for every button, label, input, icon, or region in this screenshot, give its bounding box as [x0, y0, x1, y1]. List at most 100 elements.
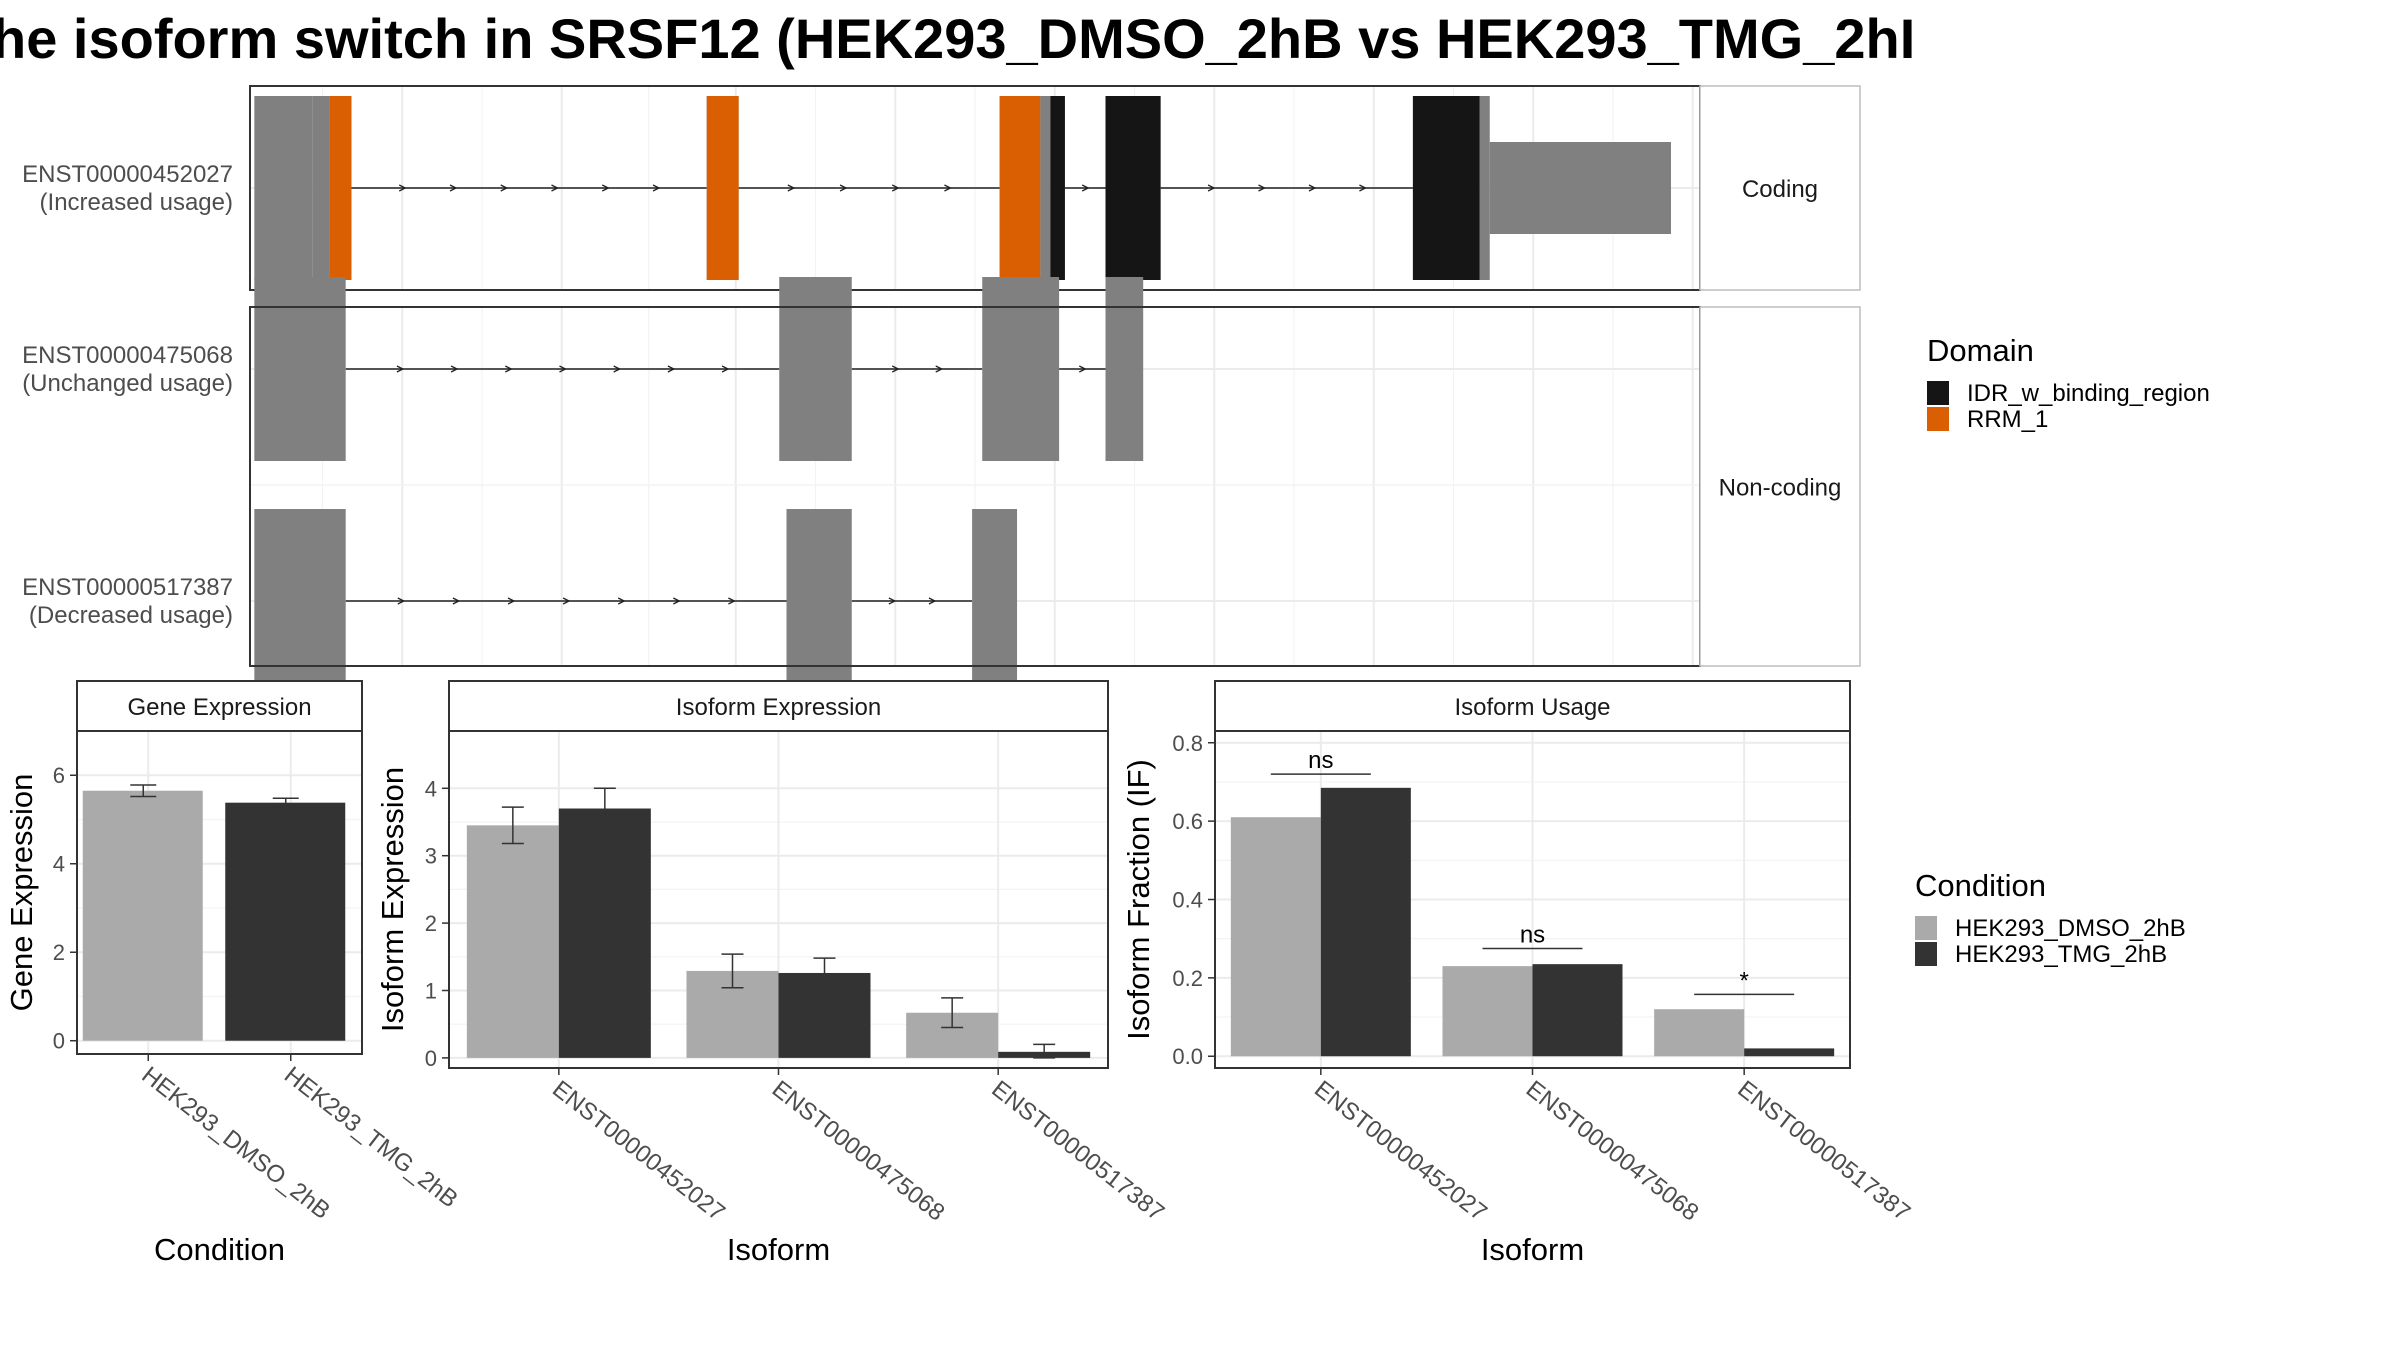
x-axis-label: Isoform	[1481, 1232, 1584, 1267]
exon	[786, 509, 852, 693]
intron-arrow-icon	[601, 184, 610, 192]
error-bar	[1033, 1043, 1056, 1059]
structure-panel-1: ENST00000475068(Unchanged usage) ENST0000…	[22, 277, 1861, 693]
transcript-id-label: ENST00000475068	[22, 342, 233, 369]
x-tick-label: ENST00000452027	[1309, 1075, 1492, 1226]
panel-strip-label: Coding	[1742, 176, 1818, 203]
structure-panel-0: ENST00000452027(Increased usage) Coding	[22, 85, 1861, 291]
bar	[225, 802, 346, 1041]
y-tick-label: 0.0	[1172, 1044, 1203, 1069]
domain-IDR_w_binding_region	[1412, 96, 1480, 280]
intron-arrow-icon	[398, 184, 407, 192]
x-tick-label: ENST00000475068	[767, 1075, 950, 1226]
error-bar	[721, 953, 744, 989]
exon	[254, 277, 346, 461]
chart-title: Gene Expression	[127, 694, 311, 721]
x-tick-label: ENST00000517387	[1732, 1075, 1915, 1226]
intron-arrow-icon	[1081, 184, 1090, 192]
error-bar	[130, 784, 157, 798]
bar-HEK293_TMG_2hB	[1532, 964, 1623, 1057]
exon	[254, 509, 346, 693]
intron-arrow-icon	[452, 597, 461, 605]
bar-HEK293_TMG_2hB	[1320, 787, 1411, 1057]
x-tick-label: ENST00000517387	[986, 1075, 1169, 1226]
chart-title: Isoform Expression	[676, 694, 881, 721]
error-bar	[813, 957, 836, 989]
domain-RRM_1	[706, 96, 739, 280]
intron-arrow-icon	[397, 597, 406, 605]
error-bar	[501, 806, 524, 845]
exon	[972, 509, 1018, 693]
transcript-usage-label: (Unchanged usage)	[22, 370, 233, 397]
y-tick-label: 3	[425, 844, 437, 869]
exon	[254, 96, 313, 280]
x-axis-label: Condition	[154, 1232, 285, 1267]
intron-arrow-icon	[673, 597, 681, 605]
exon	[982, 277, 1060, 461]
intron-arrow-icon	[787, 184, 796, 192]
exon	[312, 96, 330, 280]
y-tick-label: 1	[425, 978, 437, 1003]
panel-strip-label: Non-coding	[1719, 475, 1842, 502]
significance-label: ns	[1308, 747, 1333, 774]
intron-arrow-icon	[449, 184, 458, 192]
chart-title-strip	[1214, 680, 1851, 732]
domain-legend-label: RRM_1	[1967, 406, 2048, 433]
significance-label: ns	[1520, 921, 1545, 948]
intron-arrow-icon	[944, 184, 952, 192]
chart-title-strip	[76, 680, 363, 732]
y-tick-label: 4	[53, 852, 65, 877]
y-axis-label: Isoform Fraction (IF)	[1121, 759, 1156, 1040]
intron-arrow-icon	[1359, 184, 1367, 192]
condition-legend-swatch	[1915, 916, 1937, 940]
y-tick-label: 0.6	[1172, 809, 1203, 834]
transcript-id-label: ENST00000452027	[22, 161, 233, 188]
significance-marker: ns	[1270, 747, 1371, 775]
intron-arrow-icon	[1258, 184, 1266, 192]
utr-exon	[1489, 142, 1671, 234]
transcript-usage-label: (Increased usage)	[40, 189, 233, 216]
significance-marker: ns	[1482, 921, 1583, 950]
isoform-structure-plot: ENST00000452027(Increased usage) CodingEN…	[22, 85, 1861, 693]
expression-charts: Gene Expression0246HEK293_DMSO_2hBHEK293…	[4, 680, 1915, 1267]
intron-arrow-icon	[1207, 184, 1216, 192]
y-tick-label: 4	[425, 776, 437, 801]
condition-legend-title: Condition	[1915, 868, 2046, 903]
intron-arrow-icon	[728, 597, 736, 605]
intron-arrow-icon	[450, 365, 459, 373]
error-bar	[941, 997, 964, 1029]
y-axis-label: Isoform Expression	[375, 767, 410, 1032]
intron-arrow-icon	[667, 365, 676, 373]
intron-arrow-icon	[1308, 184, 1317, 192]
intron-arrow-icon	[1079, 365, 1087, 373]
intron-arrow-icon	[559, 365, 567, 373]
bar-HEK293_DMSO_2hB	[1230, 817, 1321, 1057]
domain-IDR_w_binding_region	[1105, 96, 1161, 280]
bar	[82, 790, 203, 1041]
bar-HEK293_DMSO_2hB	[1654, 1009, 1745, 1057]
condition-legend-swatch	[1915, 942, 1937, 966]
domain-RRM_1	[329, 96, 352, 280]
intron-arrow-icon	[396, 365, 405, 373]
y-tick-label: 0.2	[1172, 966, 1203, 991]
intron-arrow-icon	[500, 184, 509, 192]
panel-strip	[1699, 306, 1861, 667]
chart-2: ns ns * Isoform Usage 0.0 0.2 0.4 0.6 0.8 ENST000…	[1121, 680, 1915, 1267]
y-tick-label: 0.8	[1172, 731, 1203, 756]
intron-arrow-icon	[652, 184, 661, 192]
transcript-usage-label: (Decreased usage)	[29, 602, 233, 629]
x-axis-label: Isoform	[727, 1232, 830, 1267]
significance-label: *	[1739, 967, 1748, 994]
error-bar	[593, 787, 616, 830]
transcript-id-label: ENST00000517387	[22, 574, 233, 601]
intron-arrow-icon	[613, 365, 622, 373]
transcript-ENST00000517387: ENST00000517387(Decreased usage)	[22, 509, 1018, 693]
significance-marker: *	[1694, 967, 1795, 996]
intron-arrow-icon	[935, 365, 944, 373]
y-tick-label: 6	[53, 763, 65, 788]
